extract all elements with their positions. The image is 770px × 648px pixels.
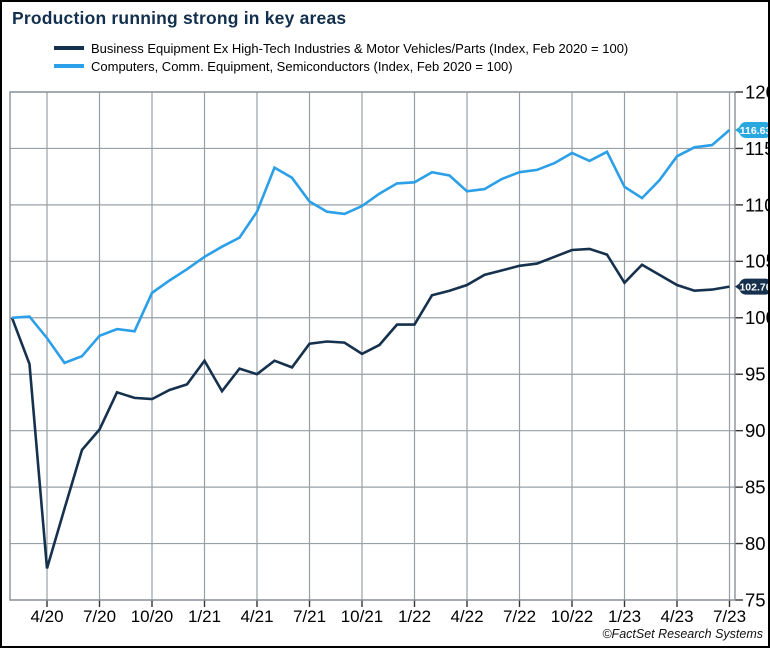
legend-item: Computers, Comm. Equipment, Semiconducto… <box>54 57 628 75</box>
x-tick-label: 7/21 <box>293 607 326 626</box>
x-tick-label: 4/21 <box>240 607 273 626</box>
x-tick-label: 4/23 <box>660 607 693 626</box>
y-tick-label: 115 <box>745 138 770 159</box>
legend-line-swatch <box>54 46 84 50</box>
x-tick-label: 10/21 <box>341 607 384 626</box>
source-credit: ©FactSet Research Systems <box>602 627 763 641</box>
series-line <box>10 247 730 569</box>
legend: Business Equipment Ex High-Tech Industri… <box>54 39 628 75</box>
y-tick-label: 90 <box>745 420 766 441</box>
x-tick-label: 4/22 <box>450 607 483 626</box>
x-tick-label: 1/21 <box>188 607 221 626</box>
legend-line-swatch <box>54 64 84 68</box>
y-tick-label: 120 <box>745 81 770 102</box>
end-value-label: 116.63 <box>740 125 770 137</box>
x-tick-label: 1/23 <box>608 607 641 626</box>
end-value-label: 102.76 <box>739 281 770 293</box>
horizontal-gridlines: 120 115 110 105 100 95 90 85 80 75 <box>10 81 770 610</box>
y-tick-label: 110 <box>745 194 770 215</box>
y-tick-label: 80 <box>745 533 766 554</box>
y-tick-label: 105 <box>745 251 770 272</box>
x-tick-label: 10/22 <box>551 607 594 626</box>
plot-border <box>9 91 736 601</box>
y-tick-label: 85 <box>745 476 766 497</box>
x-tick-label: 7/20 <box>83 607 116 626</box>
end-value-badge: 116.63 <box>735 122 770 139</box>
legend-item-label: Business Equipment Ex High-Tech Industri… <box>91 40 629 56</box>
x-tick-label: 10/20 <box>131 607 174 626</box>
x-tick-label: 1/22 <box>398 607 431 626</box>
chart-title: Production running strong in key areas <box>12 8 347 28</box>
legend-item: Business Equipment Ex High-Tech Industri… <box>54 39 628 57</box>
end-value-badge: 102.76 <box>735 278 770 295</box>
y-tick-label: 95 <box>745 364 766 385</box>
series-line <box>11 129 731 365</box>
legend-item-label: Computers, Comm. Equipment, Semiconducto… <box>91 58 513 74</box>
y-tick-label: 75 <box>745 589 766 610</box>
x-tick-label: 4/20 <box>30 607 63 626</box>
y-tick-label: 100 <box>745 307 770 328</box>
vertical-gridlines: 4/20 7/20 10/20 1/21 4/21 7/21 10/21 1/22 4/22 7/… <box>30 92 746 626</box>
x-tick-label: 7/22 <box>503 607 536 626</box>
x-tick-label: 7/23 <box>713 607 746 626</box>
